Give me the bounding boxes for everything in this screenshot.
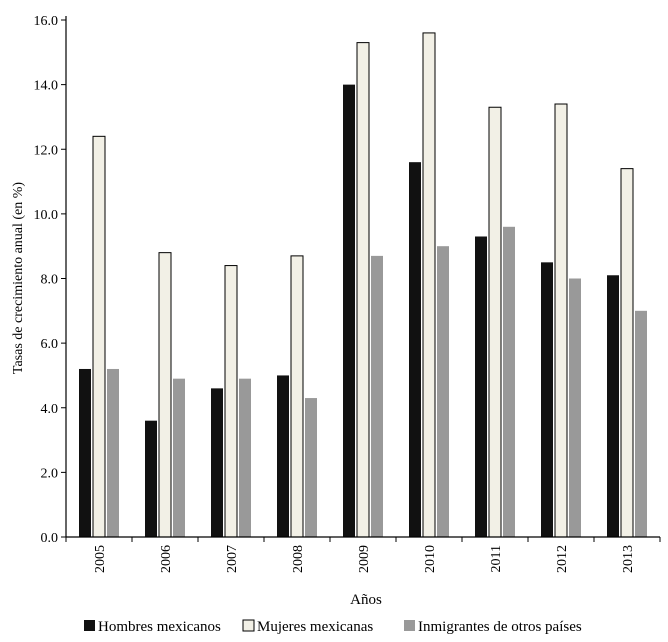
bar-inmigrantes-de-otros-pa-ses-2013 [635, 310, 647, 537]
y-tick-label: 14.0 [34, 79, 59, 94]
legend: Hombres mexicanos Mujeres mexicanas Inmigr… [84, 619, 582, 635]
y-axis-ticks: 0.0 2.0 4.0 6.0 8.0 10.0 12.0 14.0 16.0 [34, 14, 66, 546]
y-tick-label: 10.0 [34, 208, 59, 223]
x-tick-label: 2011 [489, 545, 504, 572]
x-tick-label: 2009 [357, 545, 372, 573]
bar-hombres-mexicanos-2012 [541, 262, 553, 537]
legend-label: Hombres mexicanos [98, 619, 221, 635]
x-tick-label: 2006 [159, 545, 174, 573]
x-tick-label: 2007 [225, 545, 240, 573]
y-tick-label: 12.0 [34, 143, 59, 158]
bar-mujeres-mexicanas-2012 [554, 103, 568, 538]
x-tick-label: 2012 [555, 545, 570, 573]
legend-label: Mujeres mexicanas [257, 619, 373, 635]
x-tick-label: 2005 [93, 545, 108, 573]
y-tick-label: 16.0 [34, 14, 59, 29]
bar-mujeres-mexicanas-2010 [422, 32, 436, 538]
bar-mujeres-mexicanas-2009 [356, 42, 370, 538]
y-tick-label: 0.0 [41, 531, 59, 546]
x-axis-label: Años [350, 592, 382, 608]
axes [65, 16, 660, 538]
legend-swatch [242, 619, 255, 632]
bar-hombres-mexicanos-2013 [607, 275, 619, 537]
bar-hombres-mexicanos-2005 [79, 368, 91, 537]
bar-inmigrantes-de-otros-pa-ses-2012 [569, 278, 581, 537]
bar-hombres-mexicanos-2011 [475, 236, 487, 537]
legend-label: Inmigrantes de otros países [418, 619, 582, 635]
bar-inmigrantes-de-otros-pa-ses-2009 [371, 255, 383, 537]
bar-mujeres-mexicanas-2005 [92, 135, 106, 538]
x-tick-label: 2008 [291, 545, 306, 573]
bar-inmigrantes-de-otros-pa-ses-2007 [239, 378, 251, 537]
legend-swatch [404, 620, 415, 631]
y-tick-label: 4.0 [41, 402, 59, 417]
x-tick-label: 2010 [423, 545, 438, 573]
bars [79, 32, 647, 538]
bar-mujeres-mexicanas-2008 [290, 255, 304, 538]
bar-inmigrantes-de-otros-pa-ses-2011 [503, 226, 515, 538]
y-tick-label: 8.0 [41, 273, 59, 288]
bar-hombres-mexicanos-2006 [145, 420, 157, 537]
bar-hombres-mexicanos-2009 [343, 84, 355, 537]
bar-hombres-mexicanos-2007 [211, 388, 223, 537]
bar-mujeres-mexicanas-2011 [488, 106, 502, 538]
x-tick-label: 2013 [621, 545, 636, 573]
y-tick-label: 2.0 [41, 466, 59, 481]
y-tick-label: 6.0 [41, 337, 59, 352]
bar-inmigrantes-de-otros-pa-ses-2008 [305, 398, 317, 537]
x-axis-ticks: 2005 2006 2007 2008 2009 2010 2011 2012 2013 [65, 537, 661, 573]
bar-hombres-mexicanos-2010 [409, 162, 421, 538]
bar-mujeres-mexicanas-2006 [158, 252, 172, 538]
bar-inmigrantes-de-otros-pa-ses-2005 [107, 368, 119, 537]
legend-swatch [84, 620, 95, 631]
bar-inmigrantes-de-otros-pa-ses-2006 [173, 378, 185, 537]
bar-inmigrantes-de-otros-pa-ses-2010 [437, 246, 449, 537]
bar-hombres-mexicanos-2008 [277, 375, 289, 537]
bar-mujeres-mexicanas-2013 [620, 168, 634, 538]
y-axis-label: Tasas de crecimiento anual (en %) [11, 182, 26, 375]
bar-mujeres-mexicanas-2007 [224, 265, 238, 538]
